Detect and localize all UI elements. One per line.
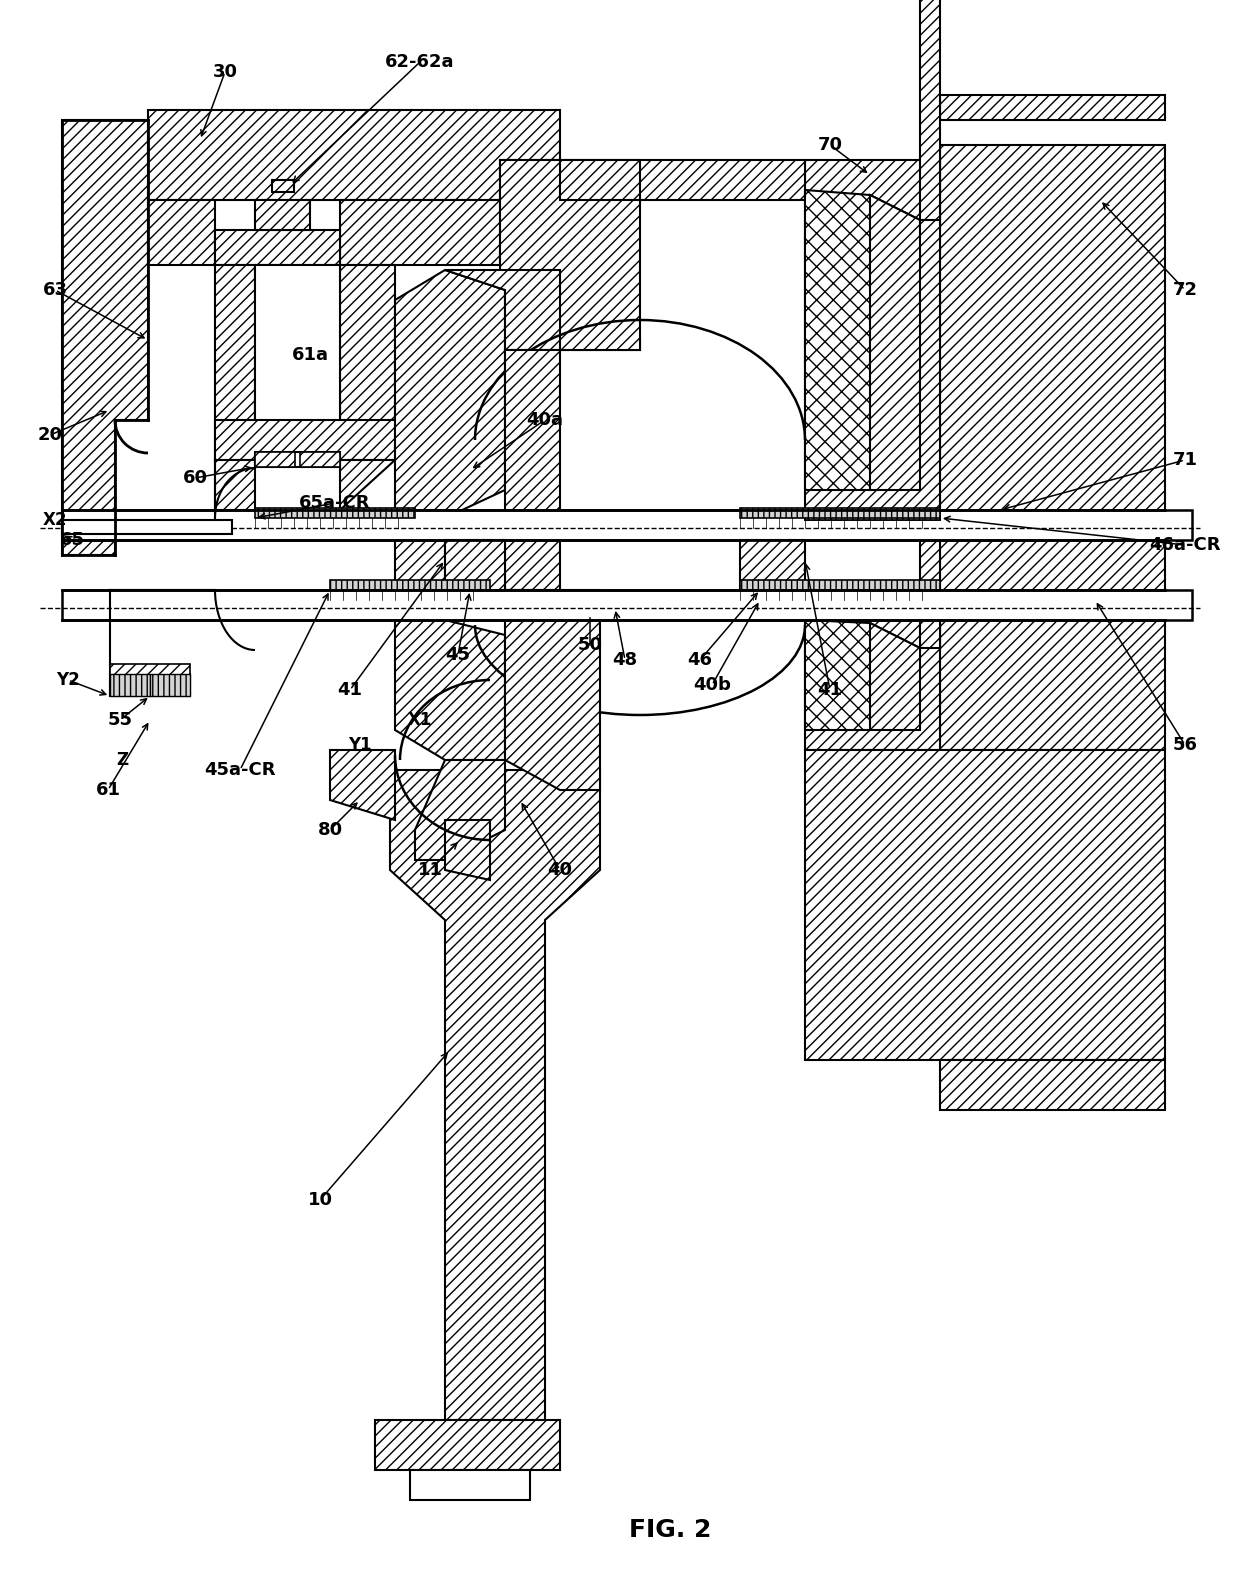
- Text: 61: 61: [95, 781, 120, 798]
- Polygon shape: [500, 160, 805, 350]
- Polygon shape: [340, 200, 500, 265]
- Polygon shape: [740, 540, 805, 589]
- Polygon shape: [62, 120, 148, 554]
- Text: X2: X2: [42, 512, 67, 529]
- Bar: [740, 508, 940, 518]
- Bar: [62, 510, 1192, 540]
- Text: 61a: 61a: [291, 345, 329, 364]
- Polygon shape: [505, 589, 600, 790]
- Bar: [740, 580, 940, 589]
- Bar: [150, 675, 190, 695]
- Text: Y1: Y1: [348, 737, 372, 754]
- Bar: [300, 451, 340, 467]
- Bar: [110, 675, 150, 695]
- Polygon shape: [940, 1060, 1166, 1110]
- Text: 11: 11: [418, 862, 443, 879]
- Polygon shape: [340, 459, 396, 510]
- Polygon shape: [805, 619, 920, 730]
- Text: 40a: 40a: [527, 410, 563, 429]
- Bar: [110, 664, 190, 680]
- Text: 41: 41: [817, 681, 842, 699]
- Text: 46: 46: [687, 651, 713, 668]
- Bar: [255, 451, 340, 467]
- Polygon shape: [805, 749, 1166, 1060]
- Text: 50: 50: [578, 637, 603, 654]
- Text: 62-62a: 62-62a: [386, 52, 455, 71]
- Polygon shape: [940, 146, 1166, 749]
- Polygon shape: [870, 195, 920, 489]
- Bar: [272, 181, 294, 192]
- Text: X1: X1: [408, 711, 433, 729]
- Polygon shape: [445, 540, 505, 589]
- Text: Y2: Y2: [56, 672, 79, 689]
- Polygon shape: [805, 589, 940, 749]
- Text: 20: 20: [37, 426, 62, 444]
- Polygon shape: [560, 160, 640, 200]
- Polygon shape: [215, 401, 396, 459]
- Polygon shape: [330, 749, 396, 821]
- Polygon shape: [391, 770, 600, 1419]
- Polygon shape: [415, 760, 505, 860]
- Polygon shape: [870, 623, 920, 730]
- Text: 55: 55: [108, 711, 133, 729]
- Text: 46a-CR: 46a-CR: [1149, 535, 1220, 554]
- Text: 63: 63: [42, 280, 67, 299]
- Polygon shape: [215, 230, 340, 265]
- Bar: [920, 0, 940, 220]
- Polygon shape: [215, 265, 255, 459]
- Polygon shape: [396, 619, 505, 760]
- Bar: [110, 675, 190, 695]
- Text: 65a-CR: 65a-CR: [299, 494, 371, 512]
- Text: FIG. 2: FIG. 2: [629, 1517, 712, 1541]
- Bar: [62, 589, 1192, 619]
- Bar: [255, 451, 295, 467]
- Polygon shape: [396, 518, 445, 589]
- Polygon shape: [445, 821, 490, 881]
- Polygon shape: [500, 341, 640, 350]
- Text: 45a-CR: 45a-CR: [205, 760, 275, 779]
- Polygon shape: [396, 269, 505, 518]
- Text: 40: 40: [548, 862, 573, 879]
- Text: 56: 56: [1173, 737, 1198, 754]
- Polygon shape: [215, 459, 255, 510]
- Text: 48: 48: [613, 651, 637, 668]
- Text: 30: 30: [212, 63, 238, 81]
- Bar: [255, 265, 340, 420]
- Polygon shape: [805, 190, 920, 489]
- Bar: [805, 510, 940, 520]
- Text: 70: 70: [817, 136, 842, 154]
- Polygon shape: [445, 269, 560, 350]
- Text: 45: 45: [445, 646, 470, 664]
- Text: 40b: 40b: [693, 676, 730, 694]
- Text: 72: 72: [1173, 280, 1198, 299]
- Polygon shape: [505, 518, 560, 589]
- Text: Z: Z: [115, 751, 128, 768]
- Polygon shape: [148, 109, 560, 200]
- Polygon shape: [374, 1419, 560, 1470]
- Bar: [410, 1470, 529, 1500]
- Bar: [940, 95, 1166, 120]
- Polygon shape: [505, 350, 560, 518]
- Bar: [920, 542, 940, 648]
- Polygon shape: [340, 265, 396, 459]
- Bar: [62, 520, 232, 534]
- Polygon shape: [805, 160, 940, 518]
- Text: 10: 10: [308, 1191, 332, 1209]
- Text: 60: 60: [182, 469, 207, 486]
- Bar: [330, 580, 490, 589]
- Text: 80: 80: [317, 821, 342, 840]
- Text: 65: 65: [60, 531, 84, 550]
- Polygon shape: [255, 200, 310, 230]
- Text: 41: 41: [337, 681, 362, 699]
- Bar: [805, 510, 940, 520]
- Polygon shape: [148, 200, 215, 265]
- Bar: [255, 508, 415, 518]
- Text: 71: 71: [1173, 451, 1198, 469]
